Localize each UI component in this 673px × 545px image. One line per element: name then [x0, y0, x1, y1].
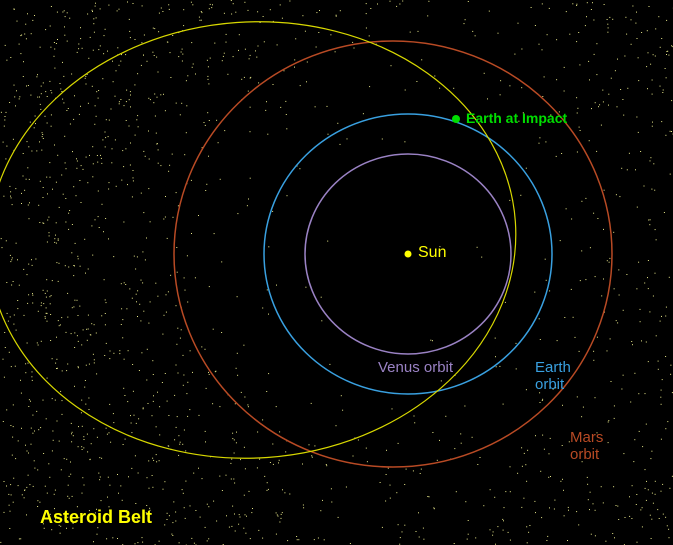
earth-impact-dot	[452, 115, 460, 123]
asteroid-belt-label: Asteroid Belt	[40, 508, 152, 528]
mars-orbit	[174, 41, 612, 467]
sun-dot	[405, 251, 412, 258]
earth-orbit-label: Earthorbit	[535, 360, 571, 393]
sun-label: Sun	[418, 244, 446, 262]
mars-orbit-label: Marsorbit	[570, 430, 603, 463]
orbit-layer	[0, 0, 673, 545]
venus-orbit-label: Venus orbit	[378, 360, 453, 377]
orbital-diagram: Sun Earth at Impact Venus orbit Earthorb…	[0, 0, 673, 545]
earth-impact-label: Earth at Impact	[466, 111, 567, 126]
